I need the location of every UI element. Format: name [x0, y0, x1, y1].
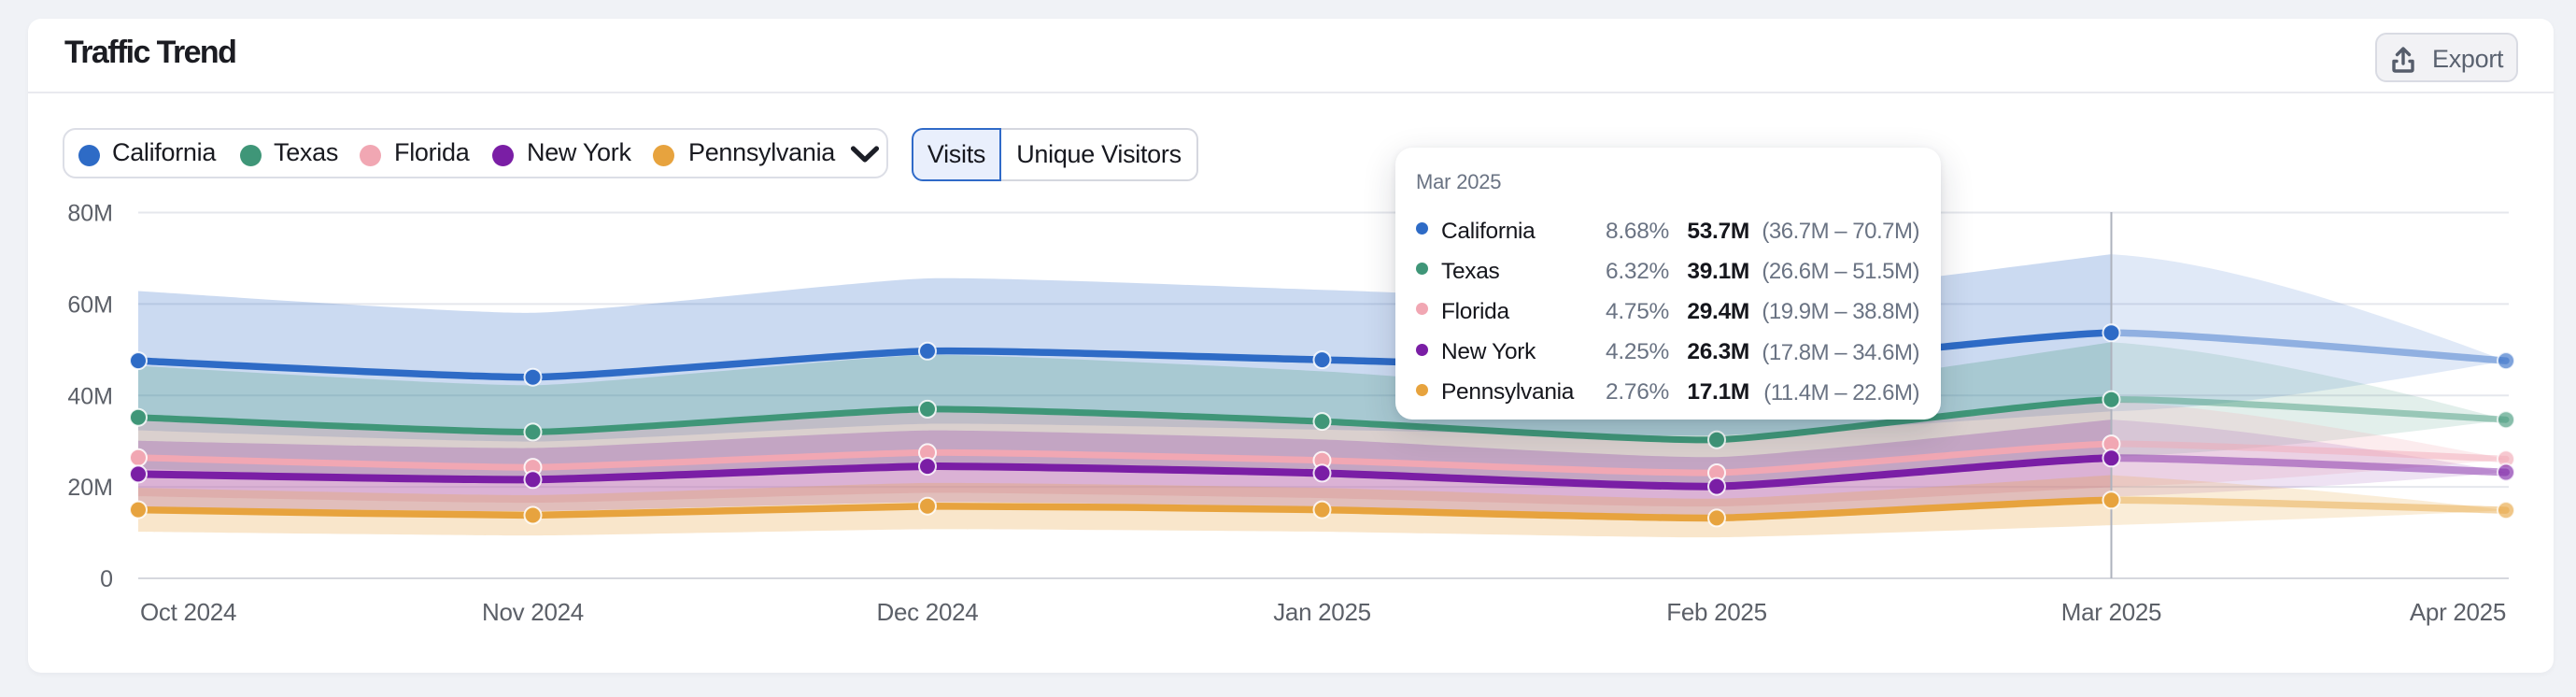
- svg-text:Dec 2024: Dec 2024: [877, 598, 979, 626]
- svg-text:Nov 2024: Nov 2024: [482, 598, 584, 626]
- svg-text:40M: 40M: [67, 383, 113, 409]
- svg-text:Mar 2025: Mar 2025: [2061, 598, 2161, 626]
- svg-text:80M: 80M: [67, 201, 113, 227]
- svg-text:20M: 20M: [67, 475, 113, 501]
- svg-text:Feb 2025: Feb 2025: [1666, 598, 1766, 626]
- svg-text:60M: 60M: [67, 292, 113, 318]
- svg-text:Jan 2025: Jan 2025: [1273, 598, 1371, 626]
- svg-text:Oct 2024: Oct 2024: [140, 598, 236, 626]
- svg-text:0: 0: [100, 566, 113, 592]
- svg-text:Apr 2025: Apr 2025: [2410, 598, 2506, 626]
